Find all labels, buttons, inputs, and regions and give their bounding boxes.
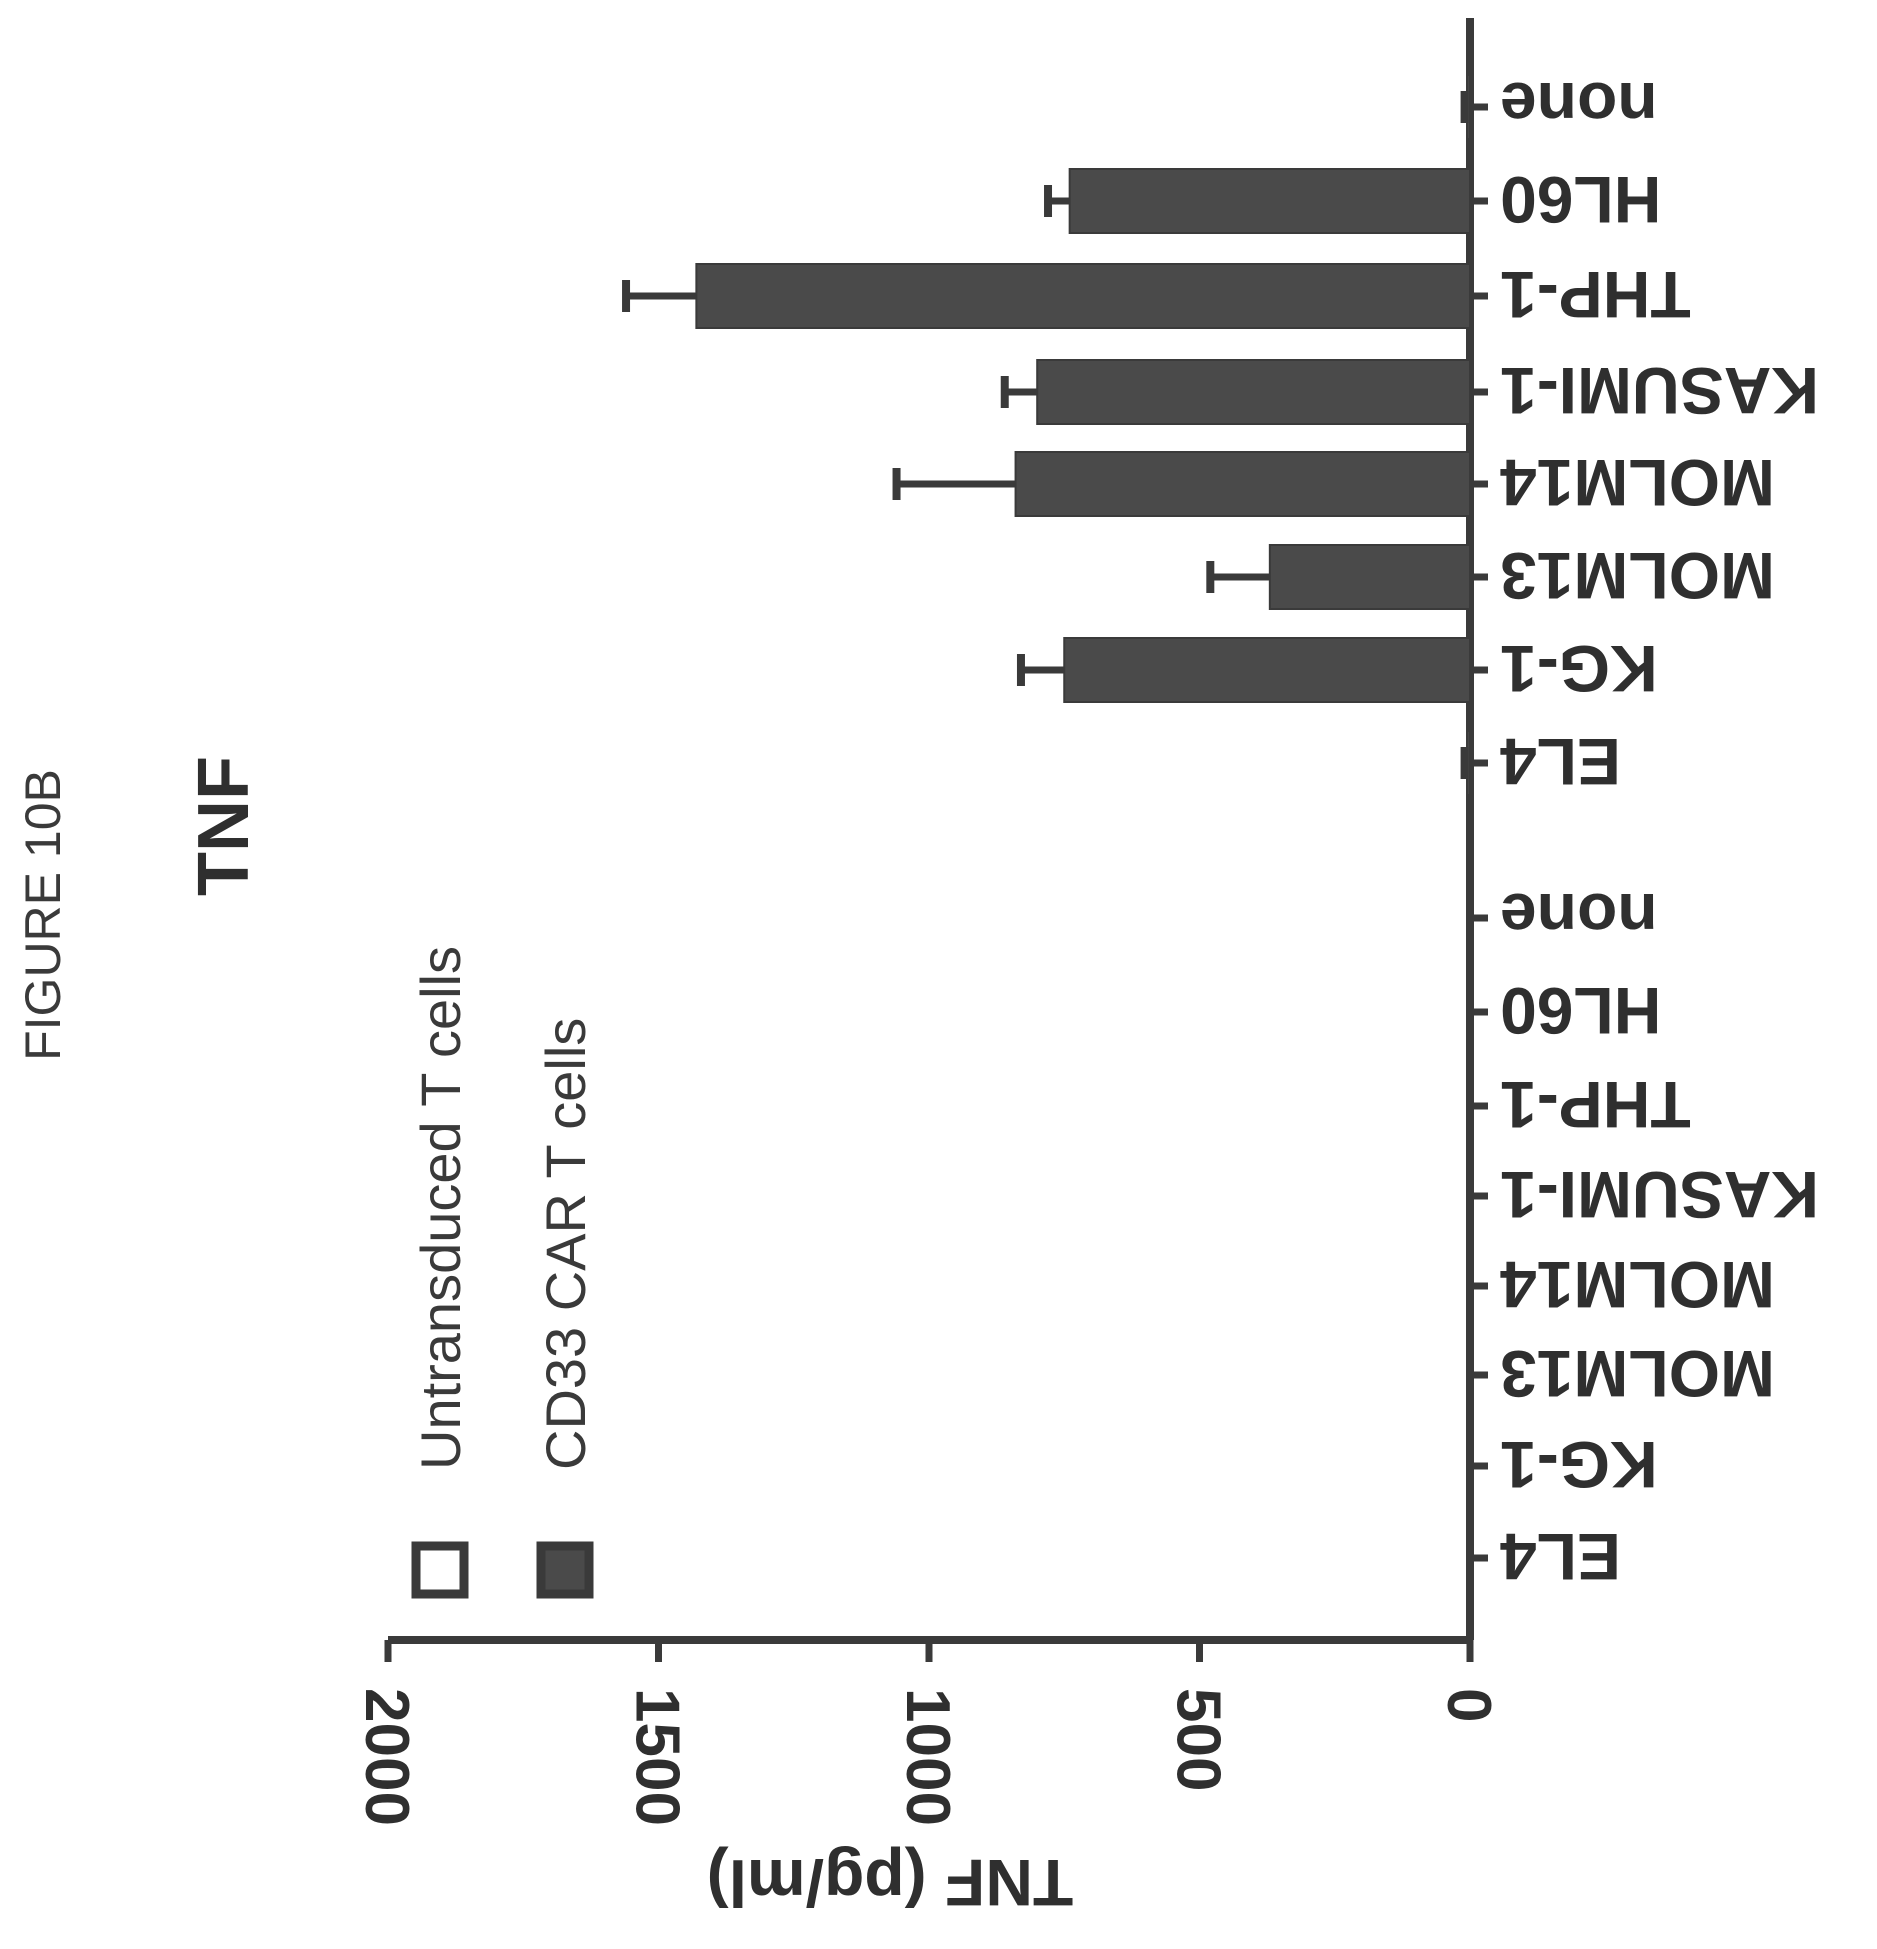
category-label: none — [1500, 880, 1658, 954]
category-label: HL60 — [1500, 163, 1661, 237]
category-label: KASUMI-1 — [1500, 1158, 1819, 1232]
chart-title: TNF — [184, 756, 264, 896]
category-label: THP-1 — [1500, 258, 1691, 332]
category-label: none — [1500, 69, 1658, 143]
value-tick-label: 1500 — [623, 1688, 692, 1826]
value-tick-label: 0 — [1434, 1688, 1503, 1722]
y-axis-label: TNF (pg/ml) — [707, 1846, 1074, 1920]
bar — [1268, 544, 1471, 610]
legend: Untransduced T cells CD33 CAR T cells — [409, 946, 597, 1599]
category-label: KG-1 — [1500, 632, 1658, 706]
category-label: MOLM14 — [1500, 446, 1775, 520]
bar — [1068, 168, 1472, 234]
value-tick-label: 1000 — [893, 1688, 962, 1826]
bars — [622, 74, 1472, 796]
value-tick-label: 2000 — [352, 1688, 421, 1826]
category-label: MOLM14 — [1500, 1248, 1775, 1322]
category-label: EL4 — [1500, 725, 1621, 799]
category-label: THP-1 — [1500, 1068, 1691, 1142]
legend-swatch — [411, 1541, 469, 1599]
category-label: KG-1 — [1500, 1428, 1658, 1502]
category-label: MOLM13 — [1500, 1337, 1775, 1411]
legend-swatch — [536, 1541, 594, 1599]
category-label: MOLM13 — [1500, 539, 1775, 613]
bar — [1063, 637, 1471, 703]
category-label: KASUMI-1 — [1500, 354, 1819, 428]
legend-label: CD33 CAR T cells — [534, 1018, 597, 1470]
legend-label: Untransduced T cells — [409, 946, 472, 1470]
bar — [1036, 359, 1471, 425]
category-label: EL4 — [1500, 1520, 1621, 1594]
category-label: HL60 — [1500, 974, 1661, 1048]
bar — [695, 263, 1471, 329]
value-tick-label: 500 — [1164, 1688, 1233, 1791]
axes: 0 500 1000 1500 2000 EL4 KG-1 MOLM13 MOLM14 KASUM… — [352, 18, 1819, 1826]
bar — [1014, 451, 1471, 517]
figure-label: FIGURE 10B — [15, 769, 71, 1061]
